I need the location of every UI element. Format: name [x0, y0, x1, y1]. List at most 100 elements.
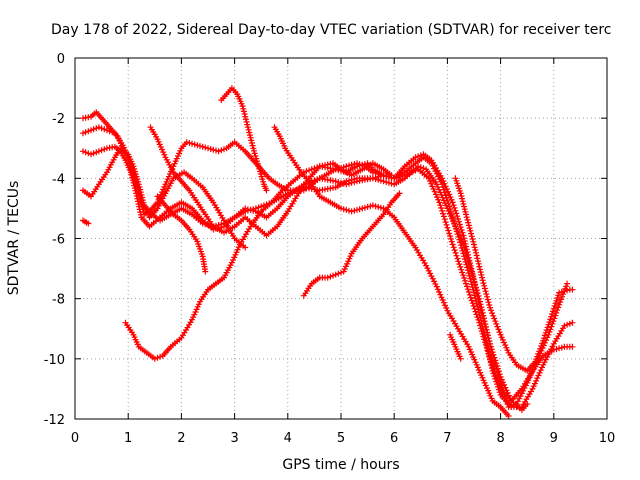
- point-track-10-42: [343, 206, 350, 213]
- point-track-06-229: [487, 343, 494, 350]
- point-track-06-185: [456, 221, 463, 228]
- point-track-03-289: [551, 315, 558, 322]
- point-track-12-109: [564, 287, 571, 294]
- point-track-04-192: [450, 244, 457, 251]
- point-track-04-157: [401, 172, 408, 179]
- point-track-12-19: [466, 225, 473, 232]
- point-track-04-189: [447, 235, 454, 242]
- point-track-04-225: [481, 336, 488, 343]
- point-track-04-277: [558, 344, 565, 351]
- point-track-11-54: [396, 190, 403, 197]
- point-track-12-27: [472, 247, 479, 253]
- point-track-04-176: [436, 199, 443, 206]
- point-track-04-84: [218, 221, 225, 228]
- point-track-12-91: [542, 329, 549, 336]
- point-track-12-14: [463, 211, 469, 218]
- point-track-06-219: [480, 315, 487, 322]
- point-track-01-300: [539, 364, 545, 371]
- point-track-12-95: [546, 319, 553, 326]
- point-track-04-181: [440, 213, 447, 220]
- point-track-04-240: [494, 377, 501, 384]
- point-track-12-37: [479, 274, 485, 281]
- point-track-04-171: [430, 186, 437, 192]
- point-track-06-243: [501, 381, 508, 388]
- point-track-01-85: [191, 141, 198, 148]
- point-track-06-257: [524, 401, 531, 407]
- point-track-12-56: [495, 326, 502, 333]
- point-track-04-204: [462, 277, 469, 284]
- point-track-11-16: [335, 270, 342, 277]
- point-track-06-176: [448, 196, 455, 203]
- point-track-03-31: [132, 187, 139, 194]
- point-track-01-299: [537, 367, 544, 374]
- point-track-12-99: [549, 308, 556, 315]
- point-track-12-49: [488, 307, 494, 314]
- point-track-06-238: [495, 368, 502, 375]
- point-track-06-228: [487, 340, 493, 347]
- point-track-06-246: [504, 389, 511, 396]
- point-track-06-224: [483, 329, 490, 336]
- point-track-03-295: [557, 299, 564, 306]
- point-track-03-177: [438, 192, 445, 198]
- point-track-06-231: [489, 349, 496, 356]
- point-track-04-237: [491, 369, 498, 376]
- point-track-04-210: [467, 294, 474, 301]
- point-track-06-172: [443, 186, 450, 192]
- point-track-03-253: [504, 401, 511, 408]
- point-track-12-28: [473, 249, 479, 256]
- point-track-06-218: [479, 312, 486, 319]
- x-tick-label-4: 4: [284, 431, 292, 446]
- point-track-12-106: [556, 289, 563, 296]
- point-track-04-241: [495, 380, 502, 387]
- point-track-06-208: [472, 285, 479, 291]
- point-track-10-50: [364, 203, 371, 210]
- point-track-12-89: [541, 335, 547, 342]
- point-track-04-223: [479, 330, 486, 337]
- point-track-03-179: [440, 197, 447, 204]
- series-track-06: [122, 151, 531, 413]
- point-track-12-16: [464, 216, 471, 223]
- point-track-06-155: [415, 153, 422, 160]
- point-track-06-179: [451, 204, 458, 211]
- point-track-13-10: [457, 355, 464, 362]
- point-track-12-107: [558, 288, 565, 295]
- point-track-04-200: [458, 266, 465, 273]
- point-track-06-174: [446, 191, 453, 198]
- point-track-12-111: [569, 286, 576, 293]
- point-track-06-177: [449, 199, 456, 206]
- point-track-10-87: [429, 275, 436, 282]
- point-track-03-292: [554, 307, 561, 314]
- point-track-02-11: [109, 129, 116, 136]
- point-track-04-219: [476, 319, 483, 326]
- chart-title: Day 178 of 2022, Sidereal Day-to-day VTE…: [51, 22, 611, 38]
- y-tick-label-0: 0: [57, 52, 65, 67]
- point-track-06-237: [494, 365, 501, 372]
- point-track-12-50: [489, 310, 496, 317]
- point-track-12-42: [482, 288, 489, 295]
- point-track-12-93: [544, 324, 551, 331]
- point-track-03-173: [433, 181, 440, 188]
- point-track-04-79: [205, 222, 211, 228]
- point-track-07-133: [388, 172, 395, 179]
- point-track-01-292: [529, 385, 536, 392]
- point-track-04-114: [290, 188, 297, 195]
- point-track-12-100: [550, 305, 557, 312]
- point-track-04-212: [469, 300, 476, 307]
- point-track-06-182: [454, 213, 461, 220]
- point-track-06-225: [484, 332, 491, 339]
- point-track-06-199: [467, 260, 473, 267]
- point-track-04-78: [202, 221, 209, 228]
- point-track-04-274: [550, 346, 557, 353]
- point-track-04-98: [250, 206, 257, 213]
- y-tick-label-3: -6: [52, 233, 65, 248]
- point-track-04-209: [466, 291, 473, 298]
- point-track-03-252: [503, 398, 510, 405]
- point-track-04-43: [137, 189, 144, 196]
- point-track-01-94: [215, 148, 222, 155]
- grid: [75, 58, 607, 419]
- point-track-12-85: [537, 345, 544, 352]
- point-track-01-318: [566, 320, 573, 327]
- point-track-06-20: [157, 353, 164, 360]
- point-track-12-30: [474, 255, 481, 262]
- point-track-03-7: [98, 147, 105, 154]
